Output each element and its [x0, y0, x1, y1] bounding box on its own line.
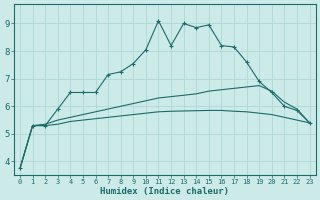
X-axis label: Humidex (Indice chaleur): Humidex (Indice chaleur) [100, 187, 229, 196]
